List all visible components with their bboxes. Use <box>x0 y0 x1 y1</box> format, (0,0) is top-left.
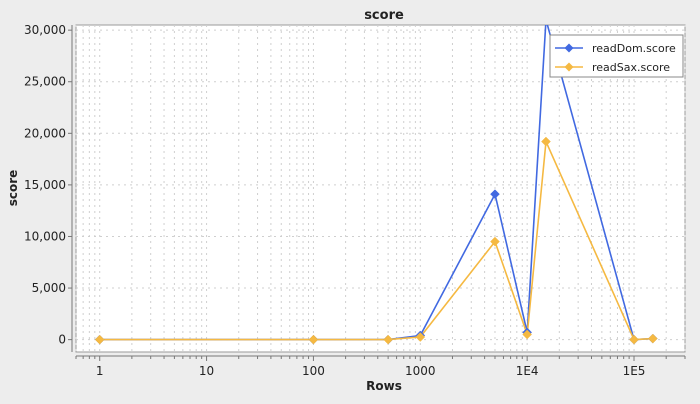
y-tick-label: 0 <box>58 333 66 347</box>
data-point <box>629 334 639 345</box>
data-point <box>522 329 533 340</box>
legend-swatch-marker <box>564 62 574 72</box>
y-axis-label: score <box>6 170 20 207</box>
legend-label: readDom.score <box>592 42 676 55</box>
x-axis-label: Rows <box>366 379 402 393</box>
x-tick-label: 1 <box>96 364 104 378</box>
data-point <box>647 333 658 344</box>
data-point <box>308 334 319 345</box>
chart-title: score <box>364 8 404 23</box>
marker-layer <box>94 15 658 345</box>
data-point <box>415 332 426 342</box>
y-tick-label: 15,000 <box>24 178 66 192</box>
legend-swatch-marker <box>564 43 574 53</box>
y-tick-label: 20,000 <box>24 126 66 140</box>
x-tick-label: 10 <box>199 364 214 378</box>
data-point <box>541 136 551 147</box>
data-point <box>541 15 550 24</box>
grid <box>75 25 686 352</box>
data-point <box>490 236 500 247</box>
data-point <box>94 334 105 345</box>
x-tick-label: 1000 <box>405 364 436 378</box>
x-tick-label: 1E4 <box>516 364 539 378</box>
x-tick-label: 100 <box>302 364 325 378</box>
legend-box <box>549 34 684 78</box>
y-tick-label: 5,000 <box>32 281 66 295</box>
legend: readDom.score readSax.score <box>549 34 684 78</box>
axes: 0 5,000 10,000 15,000 20,000 25,000 30,000 1 10 1… <box>24 23 686 378</box>
y-tick-label: 10,000 <box>24 229 66 243</box>
legend-label: readSax.score <box>592 61 670 74</box>
y-tick-label: 25,000 <box>24 75 66 89</box>
y-tick-label: 30,000 <box>24 23 66 37</box>
plot-area <box>75 24 686 353</box>
data-point <box>383 334 393 345</box>
x-tick-label: 1E5 <box>623 364 646 378</box>
data-point <box>490 189 500 200</box>
